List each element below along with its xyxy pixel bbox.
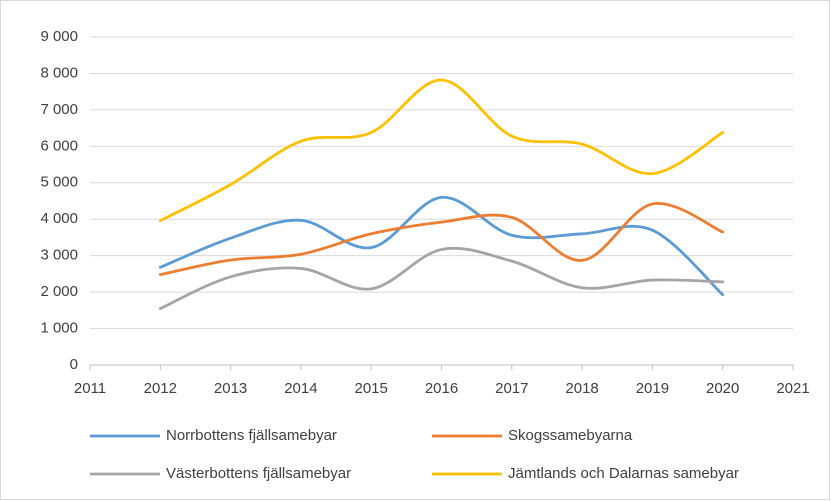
y-tick-label: 7 000 [40, 101, 78, 118]
x-tick-label: 2021 [776, 380, 809, 397]
x-tick-label: 2018 [565, 380, 598, 397]
legend-label: Jämtlands och Dalarnas samebyar [508, 465, 739, 482]
y-tick-label: 0 [70, 356, 78, 373]
x-tick-label: 2017 [495, 380, 528, 397]
y-tick-label: 2 000 [40, 283, 78, 300]
data-line [158, 195, 725, 297]
y-tick-label: 5 000 [40, 174, 78, 191]
y-tick-label: 8 000 [40, 64, 78, 81]
x-tick-label: 2015 [355, 380, 388, 397]
x-tick-label: 2016 [425, 380, 458, 397]
x-tick-label: 2014 [284, 380, 317, 397]
x-tick-label: 2013 [214, 380, 247, 397]
data-line [158, 78, 725, 223]
y-tick-label: 6 000 [40, 137, 78, 154]
y-tick-label: 9 000 [40, 28, 78, 45]
data-line [158, 246, 725, 310]
x-tick-label: 2012 [144, 380, 177, 397]
data-line [158, 202, 725, 277]
legend-label: Västerbottens fjällsamebyar [166, 465, 351, 482]
y-tick-label: 4 000 [40, 210, 78, 227]
x-tick-label: 2019 [636, 380, 669, 397]
x-tick-label: 2020 [706, 380, 739, 397]
x-tick-label: 2011 [74, 380, 106, 397]
legend-label: Skogssamebyarna [508, 427, 633, 444]
legend-label: Norrbottens fjällsamebyar [166, 427, 337, 444]
y-tick-label: 1 000 [40, 320, 78, 337]
y-tick-label: 3 000 [40, 247, 78, 264]
